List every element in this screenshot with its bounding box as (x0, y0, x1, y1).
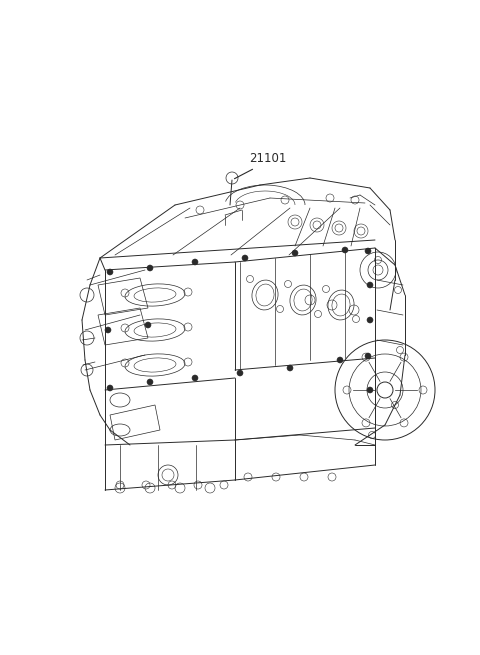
Circle shape (367, 282, 373, 288)
Circle shape (107, 269, 113, 275)
Circle shape (147, 379, 153, 385)
Circle shape (365, 248, 371, 254)
Circle shape (292, 250, 298, 256)
Circle shape (107, 385, 113, 391)
Circle shape (367, 317, 373, 323)
Circle shape (147, 265, 153, 271)
Circle shape (192, 375, 198, 381)
Circle shape (287, 365, 293, 371)
Circle shape (145, 322, 151, 328)
Circle shape (365, 353, 371, 359)
Circle shape (192, 259, 198, 265)
Text: 21101: 21101 (249, 152, 287, 165)
Circle shape (242, 255, 248, 261)
Circle shape (237, 370, 243, 376)
Circle shape (367, 387, 373, 393)
Circle shape (337, 357, 343, 363)
Circle shape (342, 247, 348, 253)
Circle shape (105, 327, 111, 333)
